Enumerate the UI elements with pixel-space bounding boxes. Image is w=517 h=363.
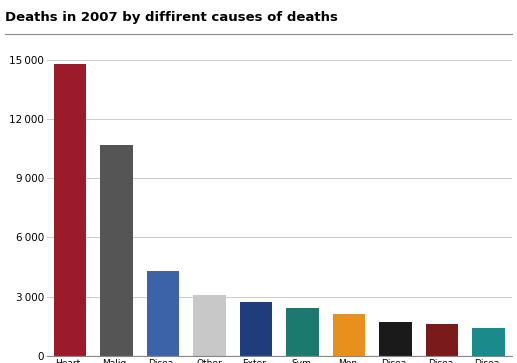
- Bar: [147, 271, 179, 356]
- Bar: [193, 294, 225, 356]
- Bar: [100, 144, 132, 356]
- Bar: [473, 328, 505, 356]
- Bar: [426, 324, 459, 356]
- Bar: [379, 322, 412, 356]
- Bar: [54, 64, 86, 356]
- Text: Deaths in 2007 by diffirent causes of deaths: Deaths in 2007 by diffirent causes of de…: [5, 11, 338, 24]
- Bar: [286, 308, 319, 356]
- Bar: [240, 302, 272, 356]
- Bar: [333, 314, 366, 356]
